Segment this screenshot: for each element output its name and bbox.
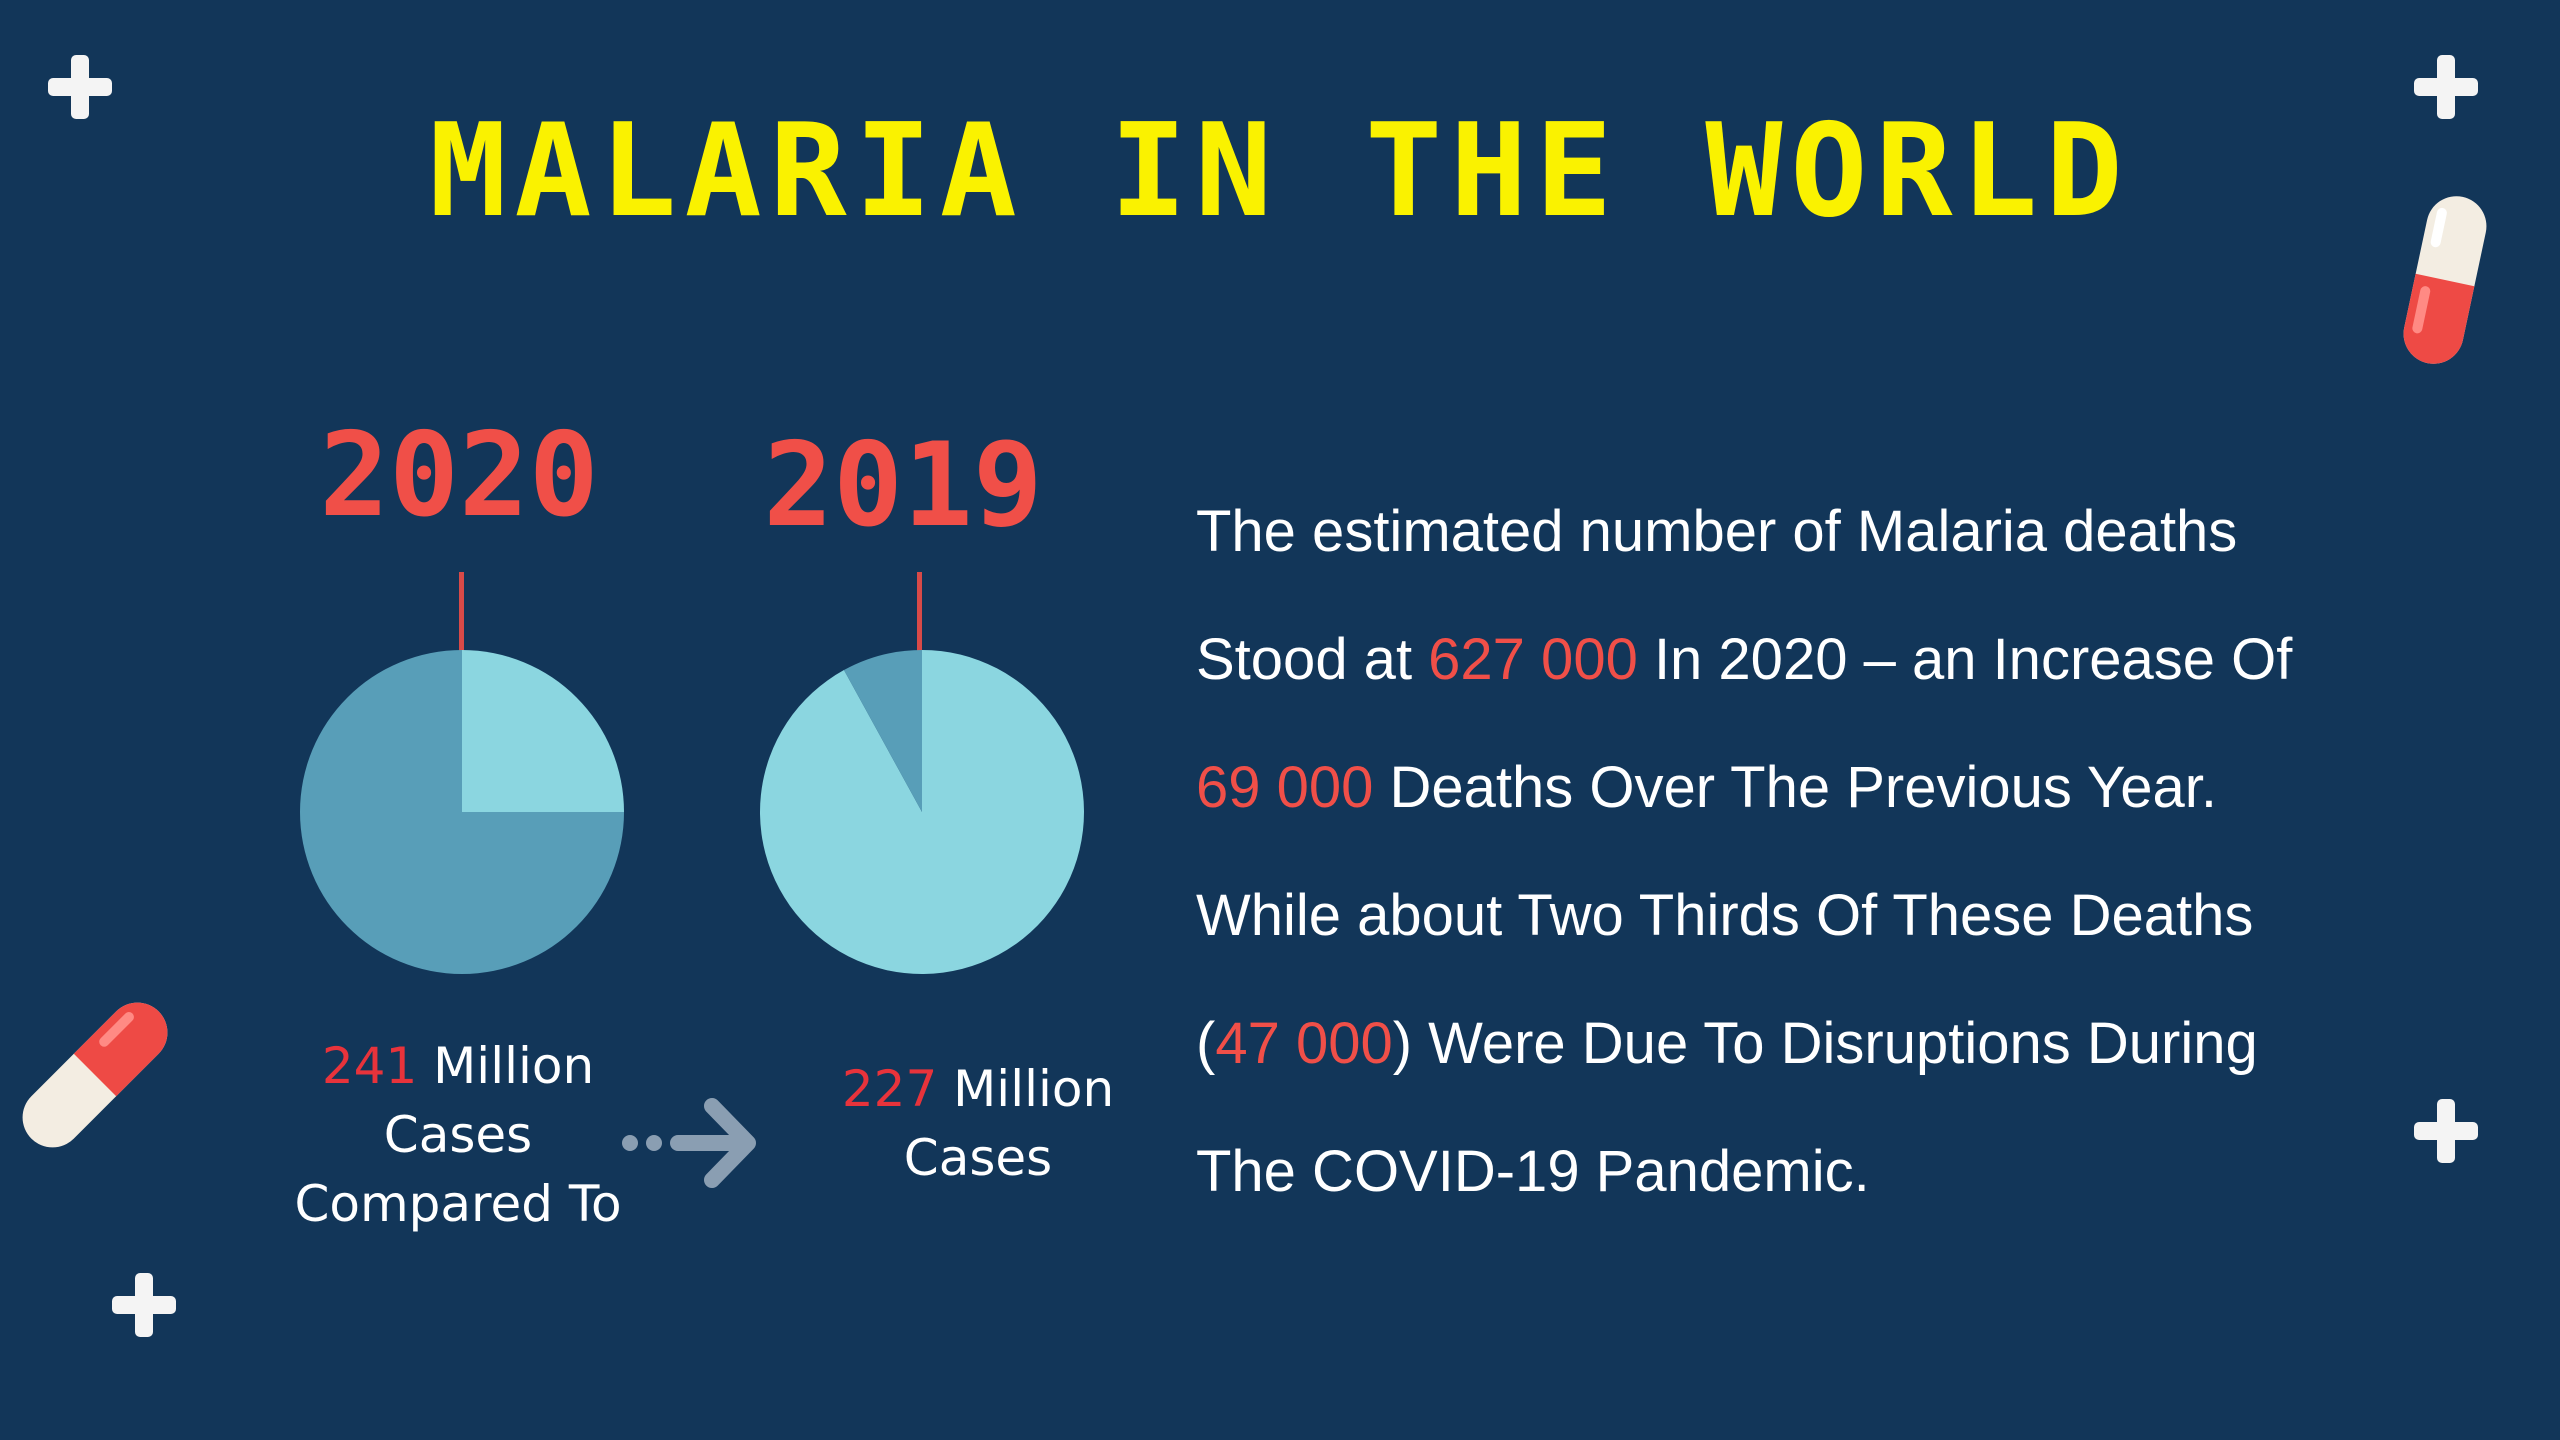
paragraph-line: The estimated number of Malaria deaths <box>1196 499 2238 564</box>
cases-number-2019: 227 <box>841 1060 938 1118</box>
pie-slice-2019-1 <box>843 650 922 812</box>
paragraph-text: In 2020 – an Increase Of <box>1637 627 2293 692</box>
pie-slice-2020-0 <box>462 650 624 812</box>
paragraph-line: The COVID-19 Pandemic. <box>1196 1139 1870 1204</box>
paragraph-line: 69 000 Deaths Over The Previous Year. <box>1196 724 2526 852</box>
paragraph-line: (47 000) Were Due To Disruptions During <box>1196 980 2526 1108</box>
cross-icon <box>48 55 112 119</box>
pie-slice-2020-1 <box>300 650 624 974</box>
paragraph-text: Deaths Over The Previous Year. <box>1373 755 2218 820</box>
paragraph-line: Stood at 627 000 In 2020 – an Increase O… <box>1196 596 2526 724</box>
pill-icon <box>22 1002 168 1148</box>
paragraph-text: ) Were Due To Disruptions During <box>1392 1011 2258 1076</box>
cases-word-2019: Cases <box>903 1129 1053 1187</box>
paragraph-text: ( <box>1196 1011 1216 1076</box>
pill-icon <box>2403 196 2487 364</box>
pie-connector-2019 <box>917 572 922 652</box>
compared-to-label: Compared To <box>294 1175 622 1233</box>
pie-slice-2019-0 <box>760 650 1085 975</box>
paragraph-line: While about Two Thirds Of These Deaths <box>1196 883 2254 948</box>
caption-2019: 227 Million Cases <box>778 1055 1178 1193</box>
paragraph-text: Stood at <box>1196 627 1429 692</box>
cross-icon <box>112 1273 176 1337</box>
cases-unit-2019: Million <box>953 1060 1115 1118</box>
deaths-2020-value: 627 000 <box>1428 627 1638 692</box>
cross-icon <box>2414 1099 2478 1163</box>
disruption-deaths-value: 47 000 <box>1215 1011 1393 1076</box>
year-label-2019: 2019 <box>763 418 1043 553</box>
cases-number-2020: 241 <box>321 1037 418 1095</box>
page-title: MALARIA IN THE WORLD <box>429 97 2131 246</box>
deaths-increase-value: 69 000 <box>1196 755 1374 820</box>
arrow-right-icon <box>622 1098 756 1188</box>
cross-icon <box>2414 55 2478 119</box>
cases-word-2020: Cases <box>383 1106 533 1164</box>
pie-connector-2020 <box>459 572 464 652</box>
year-label-2020: 2020 <box>319 408 599 543</box>
description-paragraph: The estimated number of Malaria deaths S… <box>1196 468 2526 1236</box>
cases-unit-2020: Million <box>433 1037 595 1095</box>
caption-2020: 241 Million Cases Compared To <box>258 1032 658 1239</box>
